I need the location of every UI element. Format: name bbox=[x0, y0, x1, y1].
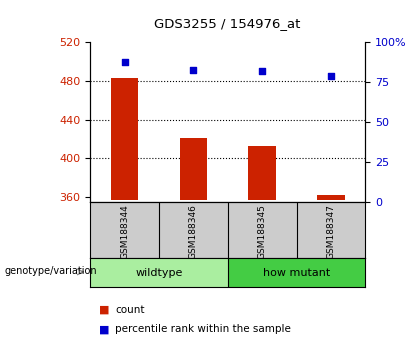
Text: wildtype: wildtype bbox=[135, 268, 183, 278]
Text: GSM188344: GSM188344 bbox=[120, 205, 129, 259]
Bar bbox=[111, 78, 139, 200]
Text: ■: ■ bbox=[99, 324, 109, 334]
Bar bbox=[317, 195, 345, 200]
Text: ■: ■ bbox=[99, 305, 109, 315]
Bar bbox=[249, 146, 276, 200]
Text: count: count bbox=[116, 305, 145, 315]
Point bbox=[259, 68, 265, 74]
Text: GDS3255 / 154976_at: GDS3255 / 154976_at bbox=[154, 17, 300, 30]
Text: genotype/variation: genotype/variation bbox=[4, 266, 97, 276]
Bar bbox=[90, 258, 228, 287]
Text: GSM188346: GSM188346 bbox=[189, 205, 198, 259]
Bar bbox=[228, 258, 365, 287]
Point bbox=[121, 59, 128, 64]
Text: GSM188347: GSM188347 bbox=[326, 205, 336, 259]
Text: GSM188345: GSM188345 bbox=[258, 205, 267, 259]
Point bbox=[190, 67, 197, 73]
Point bbox=[328, 73, 334, 79]
Text: how mutant: how mutant bbox=[263, 268, 330, 278]
Text: percentile rank within the sample: percentile rank within the sample bbox=[116, 324, 291, 334]
Bar bbox=[180, 138, 207, 200]
